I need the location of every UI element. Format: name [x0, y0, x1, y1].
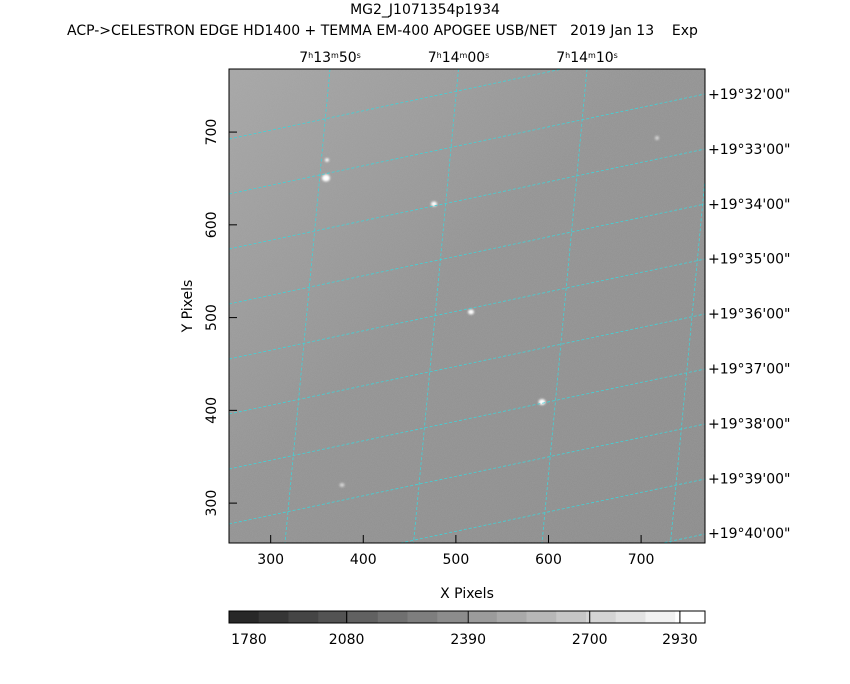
dec-grid-line [229, 203, 705, 305]
x-tick-label: 700 [628, 552, 655, 568]
colorbar-tick-label: 2080 [329, 632, 365, 648]
y-tick-label: 700 [204, 119, 220, 146]
sky-image [229, 69, 705, 543]
y-tick-label: 400 [204, 397, 220, 424]
y-tick-label: 500 [204, 304, 220, 331]
colorbar-tick-label: 2930 [662, 632, 698, 648]
colorbar-step [377, 611, 408, 623]
ra-grid-line [541, 69, 588, 543]
ra-label: 7h14m00s [428, 50, 490, 66]
coordinate-grid [229, 69, 705, 543]
colorbar-step [288, 611, 319, 623]
dec-label: +19°36'00" [708, 307, 790, 323]
dec-grid-line [229, 258, 705, 360]
colorbar-step [229, 611, 260, 623]
star [655, 136, 659, 140]
colorbar: 1780 2080 2390 2700 2930 [228, 610, 706, 648]
title: MG2_J1071354p1934 [350, 2, 500, 18]
image [229, 69, 705, 543]
colorbar-step [258, 611, 289, 623]
dec-label: +19°35'00" [708, 252, 790, 268]
colorbar-step [407, 611, 438, 623]
colorbar-step [645, 611, 676, 623]
star [325, 158, 329, 162]
colorbar-step [437, 611, 468, 623]
dec-label: +19°40'00" [708, 526, 790, 542]
colorbar-tick-label: 2390 [450, 632, 486, 648]
dec-label: +19°32'00" [708, 87, 790, 103]
dec-label: +19°34'00" [708, 197, 790, 213]
ra-grid-line [413, 69, 459, 543]
dec-label: +19°37'00" [708, 362, 790, 378]
colorbar-tick-label: 1780 [231, 632, 267, 648]
ra-grid-line [284, 69, 331, 543]
dec-grid-line [229, 93, 705, 195]
colorbar-step [586, 611, 617, 623]
x-tick-label: 400 [350, 552, 377, 568]
colorbar-step [556, 611, 587, 623]
x-tick-label: 600 [535, 552, 562, 568]
subtitle: ACP->CELESTRON EDGE HD1400 + TEMMA EM-40… [67, 23, 698, 39]
dec-grid-line [229, 423, 705, 525]
star [339, 483, 345, 487]
plot-frame [228, 68, 706, 544]
dec-grid-line [229, 69, 565, 140]
dec-label: +19°38'00" [708, 416, 790, 432]
colorbar-step [675, 611, 706, 623]
colorbar-step [496, 611, 527, 623]
colorbar-tick-label: 2700 [572, 632, 608, 648]
x-tick-label: 500 [443, 552, 470, 568]
dec-grid-line [398, 478, 705, 543]
y-axis-label: Y Pixels [180, 280, 196, 334]
ra-label: 7h13m50s [299, 50, 361, 66]
dec-grid-line [229, 148, 705, 250]
colorbar-step [467, 611, 498, 623]
x-axis-label: X Pixels [440, 586, 494, 602]
colorbar-step [615, 611, 646, 623]
dec-grid-line [229, 313, 705, 415]
star [468, 309, 474, 315]
ra-grid-line [670, 175, 705, 543]
dec-label: +19°39'00" [708, 471, 790, 487]
y-tick-label: 300 [204, 490, 220, 517]
colorbar-step [526, 611, 557, 623]
ra-label: 7h14m10s [556, 50, 618, 66]
dec-grid-line [229, 368, 705, 470]
star [538, 399, 546, 405]
colorbar-step [318, 611, 349, 623]
dec-label: +19°33'00" [708, 142, 790, 158]
stars [322, 136, 659, 487]
x-tick-label: 300 [257, 552, 284, 568]
star [322, 174, 330, 182]
y-tick-label: 600 [204, 211, 220, 238]
colorbar-step [348, 611, 379, 623]
